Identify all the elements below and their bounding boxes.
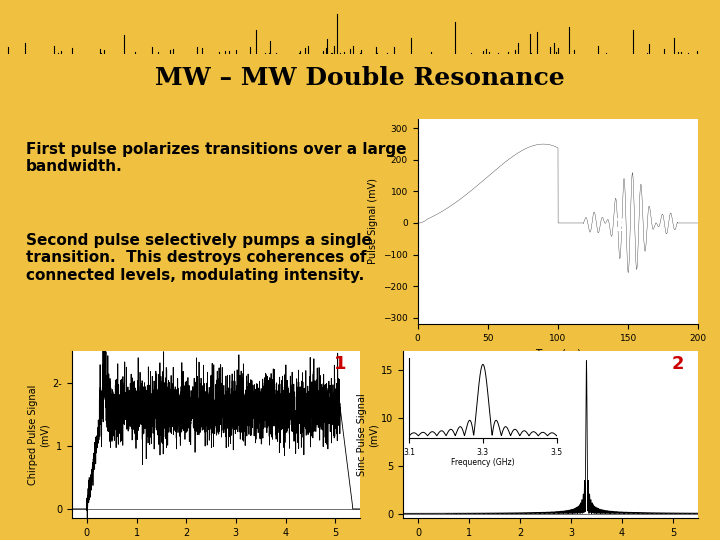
Y-axis label: Sinc Pulse Signal
(mV): Sinc Pulse Signal (mV) <box>356 393 378 476</box>
Text: 1: 1 <box>495 217 508 234</box>
Text: 1: 1 <box>333 355 346 373</box>
Text: 2: 2 <box>613 217 626 234</box>
Y-axis label: Pulse Signal (mV): Pulse Signal (mV) <box>368 178 377 265</box>
Text: 2: 2 <box>672 355 684 373</box>
Y-axis label: Chirped Pulse Signal
(mV): Chirped Pulse Signal (mV) <box>28 384 50 485</box>
Text: First pulse polarizes transitions over a large
bandwidth.: First pulse polarizes transitions over a… <box>26 142 407 174</box>
Text: Second pulse selectively pumps a single
transition.  This destroys coherences of: Second pulse selectively pumps a single … <box>26 233 372 282</box>
X-axis label: Time (ns): Time (ns) <box>535 348 581 358</box>
Text: MW – MW Double Resonance: MW – MW Double Resonance <box>155 66 565 90</box>
